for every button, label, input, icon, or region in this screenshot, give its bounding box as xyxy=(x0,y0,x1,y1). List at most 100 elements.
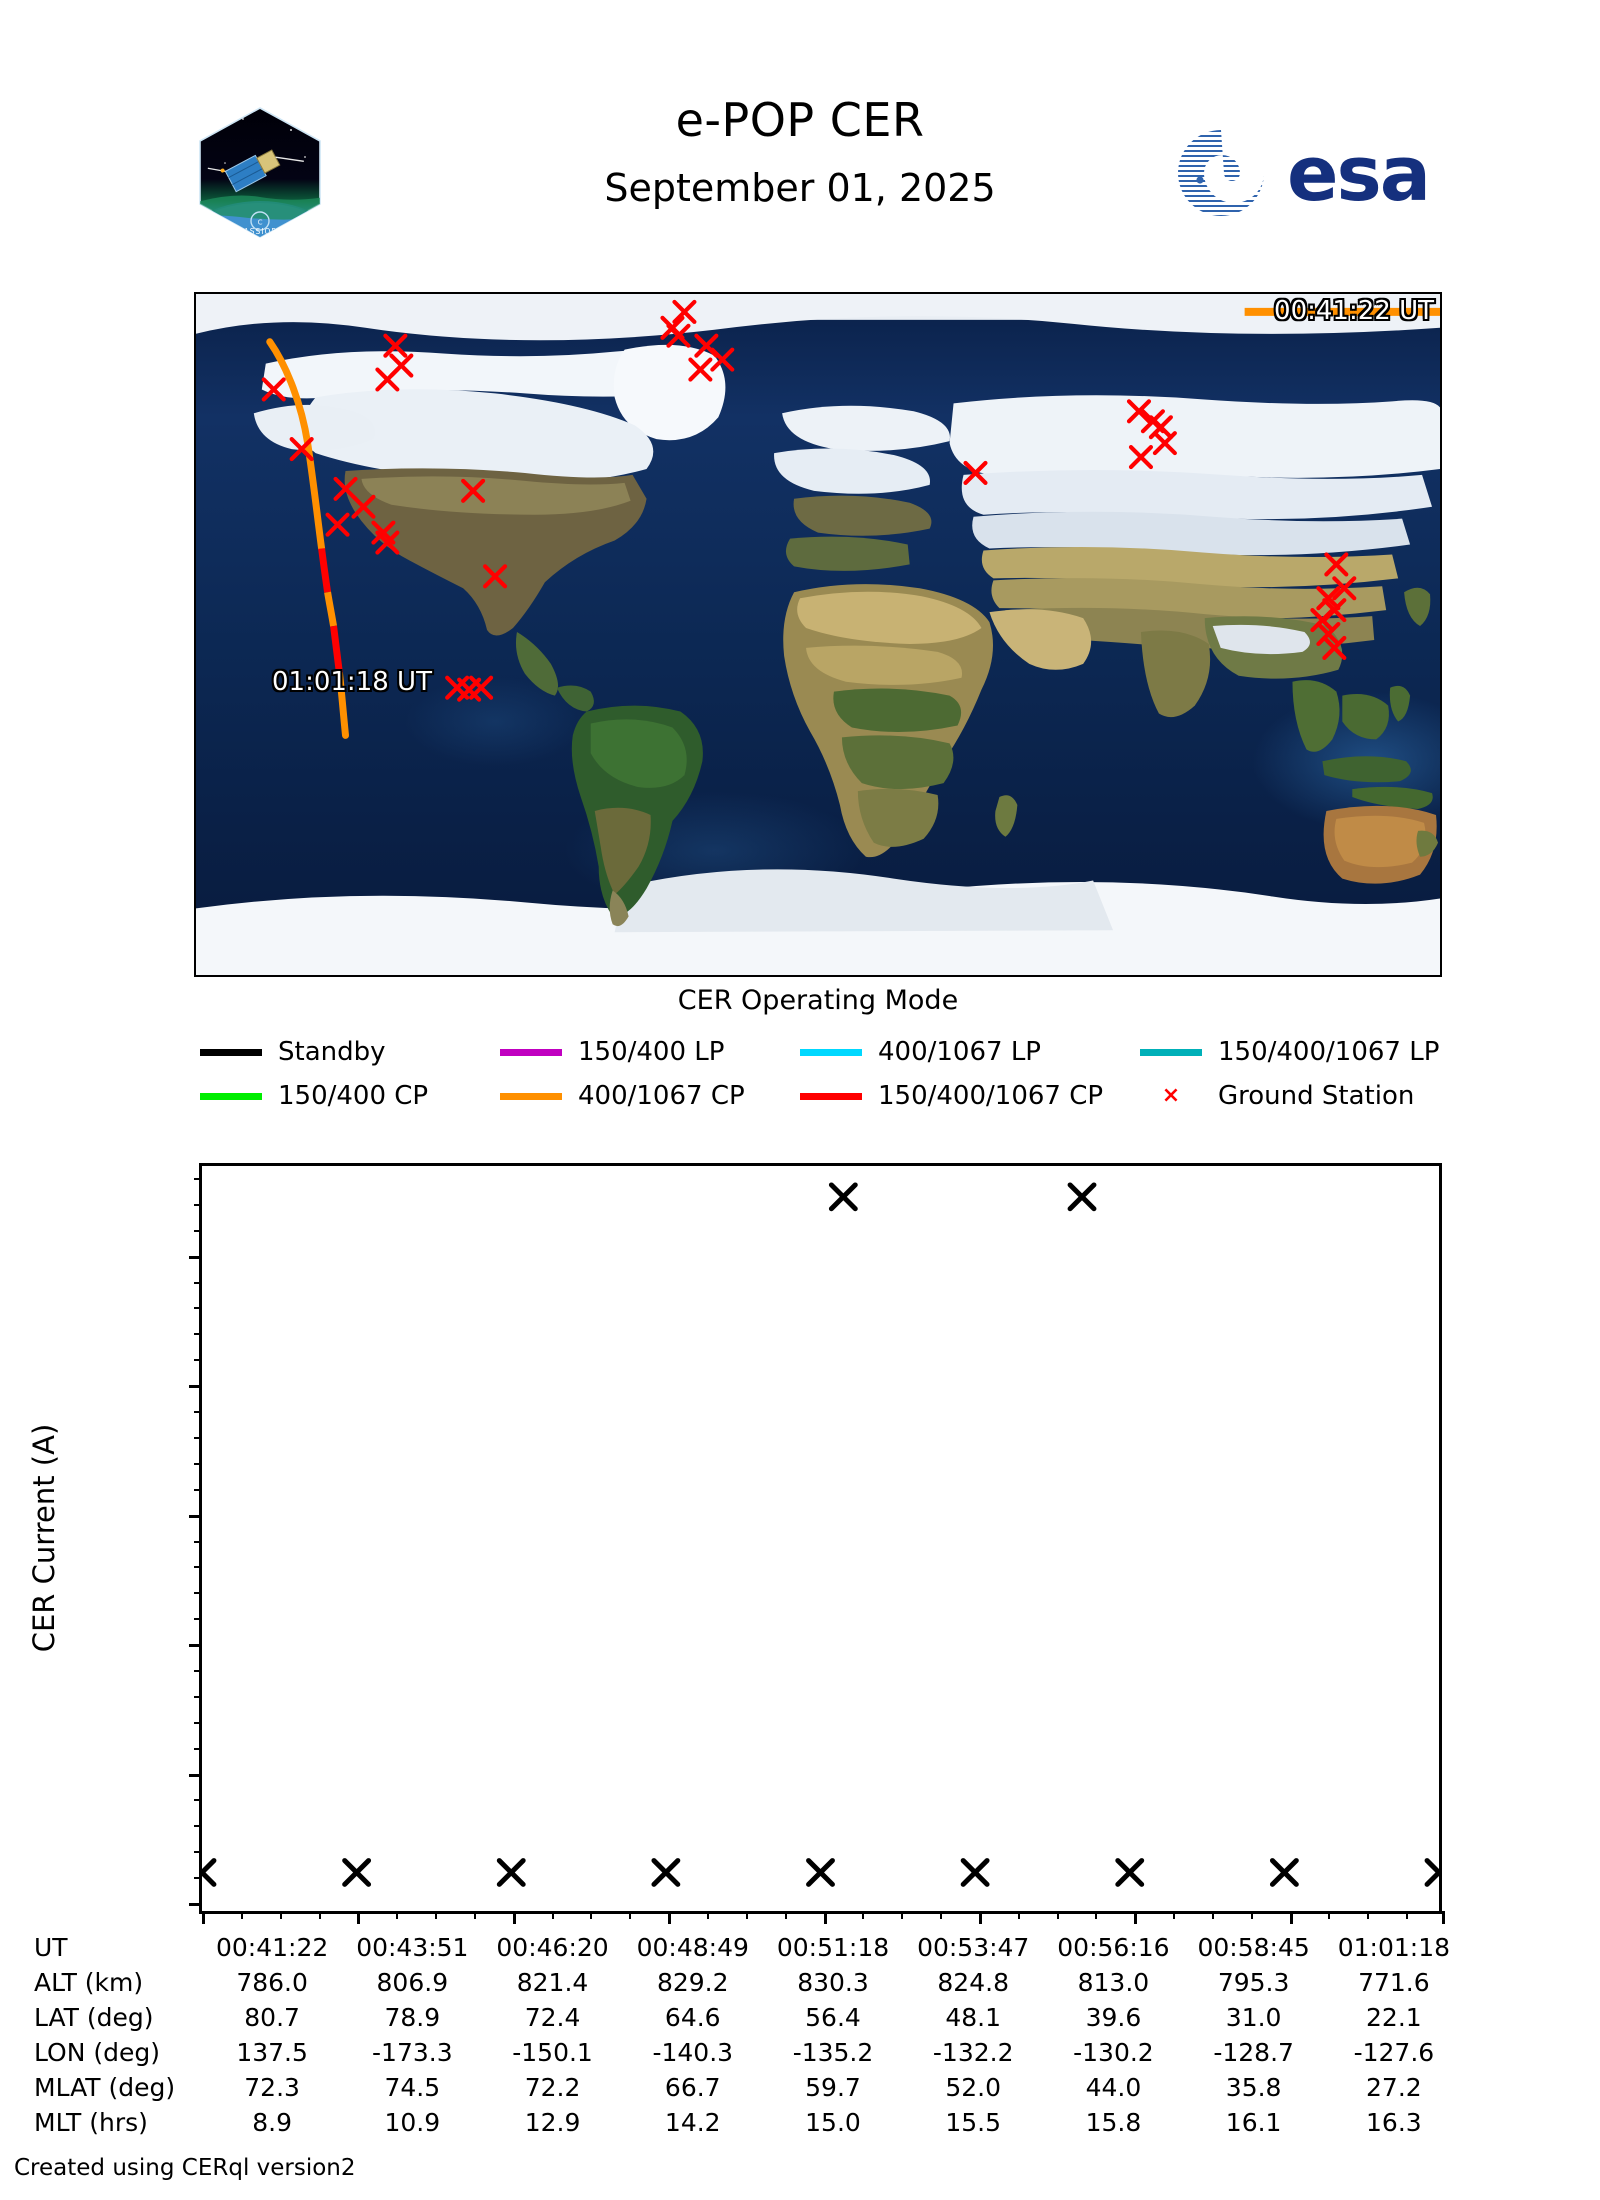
table-cell: 59.7 xyxy=(805,2073,861,2102)
table-cell: 64.6 xyxy=(664,2003,721,2032)
table-cell: 22.1 xyxy=(1366,2003,1422,2032)
x-tick-minor xyxy=(1173,1911,1176,1919)
table-cell: 31.0 xyxy=(1225,2003,1282,2032)
table-cell: 35.8 xyxy=(1225,2073,1282,2102)
title-block: e-POP CER September 01, 2025 xyxy=(400,95,1200,209)
ephemeris-table-body: UT 00:41:22 00:43:51 00:46:20 00:48:49 00:51:… xyxy=(34,1930,1464,2140)
table-cell: 74.5 xyxy=(384,2073,441,2102)
y-tick-minor xyxy=(194,1592,202,1595)
y-tick-minor xyxy=(194,1721,202,1724)
legend-item-standby[interactable]: Standby xyxy=(200,1037,500,1067)
table-cell: 00:43:51 xyxy=(356,1933,469,1962)
legend-swatch-standby xyxy=(200,1048,262,1056)
legend-swatch-400-1067-cp xyxy=(500,1092,562,1100)
y-tick-major xyxy=(189,1514,202,1518)
table-cell: -173.3 xyxy=(372,2038,453,2067)
table-cell: 44.0 xyxy=(1085,2073,1142,2102)
y-tick-minor xyxy=(194,1695,202,1698)
y-tick-minor xyxy=(194,1825,202,1828)
table-cell: 16.1 xyxy=(1225,2108,1282,2137)
world-map-canvas xyxy=(196,294,1440,975)
y-tick-minor xyxy=(194,1618,202,1621)
data-point-marker xyxy=(1269,1858,1299,1887)
legend-item-150-400-lp[interactable]: 150/400 LP xyxy=(500,1037,800,1067)
table-cell: 00:46:20 xyxy=(496,1933,609,1962)
table-cell: -135.2 xyxy=(792,2038,874,2067)
table-cell: 12.9 xyxy=(524,2108,581,2137)
table-cell: -132.2 xyxy=(932,2038,1014,2067)
table-cell: 14.2 xyxy=(664,2108,721,2137)
x-tick-minor xyxy=(396,1911,399,1919)
table-cell: 72.4 xyxy=(524,2003,581,2032)
data-point-marker xyxy=(202,1858,217,1887)
x-tick-minor xyxy=(1056,1911,1059,1919)
x-tick-minor xyxy=(1211,1911,1214,1919)
legend-swatch-150-400-1067-lp xyxy=(1140,1048,1202,1056)
table-row-label: MLT (hrs) xyxy=(34,2108,148,2137)
table-row: LAT (deg) 80.7 78.9 72.4 64.6 56.4 48.1 39.6 31.… xyxy=(34,2000,1464,2035)
page-title: e-POP CER xyxy=(675,93,925,147)
legend-row-2: 150/400 CP 400/1067 CP 150/400/1067 CP ×… xyxy=(200,1074,1450,1118)
operating-mode-legend: Standby 150/400 LP 400/1067 LP 150/400/1… xyxy=(200,1030,1450,1118)
page-date: September 01, 2025 xyxy=(604,165,996,210)
x-tick-minor xyxy=(590,1911,593,1919)
table-row: LON (deg) 137.5 -173.3 -150.1 -140.3 -135.2 -1… xyxy=(34,2035,1464,2070)
table-cell: 830.3 xyxy=(797,1968,869,1997)
table-cell: 56.4 xyxy=(805,2003,861,2032)
data-point-marker xyxy=(496,1858,526,1887)
y-tick-minor xyxy=(194,1462,202,1465)
legend-label-400-1067-cp: 400/1067 CP xyxy=(578,1081,745,1111)
table-cell: 16.3 xyxy=(1366,2108,1422,2137)
x-tick-major xyxy=(823,1911,827,1924)
world-map-panel[interactable]: 00:41:22 UT 01:01:18 UT xyxy=(194,292,1442,977)
table-cell: 00:58:45 xyxy=(1197,1933,1310,1962)
x-tick-minor xyxy=(784,1911,787,1919)
footer-credit: Created using CERql version2 xyxy=(14,2155,356,2181)
y-tick-major xyxy=(189,1903,202,1907)
table-cell: 00:41:22 xyxy=(215,1933,329,1962)
y-tick-major xyxy=(189,1255,202,1259)
data-point-marker xyxy=(1115,1858,1145,1887)
orbit-track-red-1 xyxy=(318,548,332,593)
y-tick-minor xyxy=(194,1747,202,1750)
table-row-label: LON (deg) xyxy=(34,2038,160,2067)
table-cell: 27.2 xyxy=(1366,2073,1422,2102)
legend-swatch-150-400-lp xyxy=(500,1048,562,1056)
legend-item-ground-station[interactable]: × Ground Station xyxy=(1140,1081,1415,1111)
legend-item-400-1067-lp[interactable]: 400/1067 LP xyxy=(800,1037,1140,1067)
table-row-label: UT xyxy=(34,1933,68,1962)
table-cell: 00:56:16 xyxy=(1057,1933,1170,1962)
ground-station-markers xyxy=(261,299,1357,702)
table-cell: 01:01:18 xyxy=(1337,1933,1451,1962)
legend-item-400-1067-cp[interactable]: 400/1067 CP xyxy=(500,1081,800,1111)
y-tick-minor xyxy=(194,1359,202,1362)
table-row-label: LAT (deg) xyxy=(34,2003,154,2032)
map-ut-end-label: 01:01:18 UT xyxy=(272,667,432,697)
y-tick-minor xyxy=(194,1877,202,1880)
legend-label-400-1067-lp: 400/1067 LP xyxy=(878,1037,1041,1067)
legend-item-150-400-1067-lp[interactable]: 150/400/1067 LP xyxy=(1140,1037,1439,1067)
ground-station-marker-icon: × xyxy=(1161,1083,1181,1108)
x-tick-minor xyxy=(1095,1911,1098,1919)
orbit-track-orange-3 xyxy=(336,670,350,739)
legend-item-150-400-1067-cp[interactable]: 150/400/1067 CP xyxy=(800,1081,1140,1111)
table-row: MLT (hrs) 8.9 10.9 12.9 14.2 15.0 15.5 15.8 16.1… xyxy=(34,2105,1464,2140)
x-tick-major xyxy=(202,1911,205,1924)
legend-row-1: Standby 150/400 LP 400/1067 LP 150/400/1… xyxy=(200,1030,1450,1074)
map-caption: CER Operating Mode xyxy=(677,985,959,1016)
x-tick-minor xyxy=(1328,1911,1331,1919)
orbit-track-red-2 xyxy=(330,625,344,675)
x-tick-major xyxy=(1289,1911,1293,1924)
table-cell: 795.3 xyxy=(1217,1968,1290,1997)
table-cell: 15.8 xyxy=(1085,2108,1142,2137)
table-cell: 8.9 xyxy=(252,2108,292,2137)
y-tick-minor xyxy=(194,1281,202,1284)
legend-label-150-400-lp: 150/400 LP xyxy=(578,1037,725,1067)
y-tick-minor xyxy=(194,1436,202,1439)
table-cell: 771.6 xyxy=(1358,1968,1430,1997)
y-tick-major xyxy=(189,1385,202,1389)
svg-text:C: C xyxy=(258,219,263,227)
x-tick-minor xyxy=(745,1911,748,1919)
legend-item-150-400-cp[interactable]: 150/400 CP xyxy=(200,1081,500,1111)
